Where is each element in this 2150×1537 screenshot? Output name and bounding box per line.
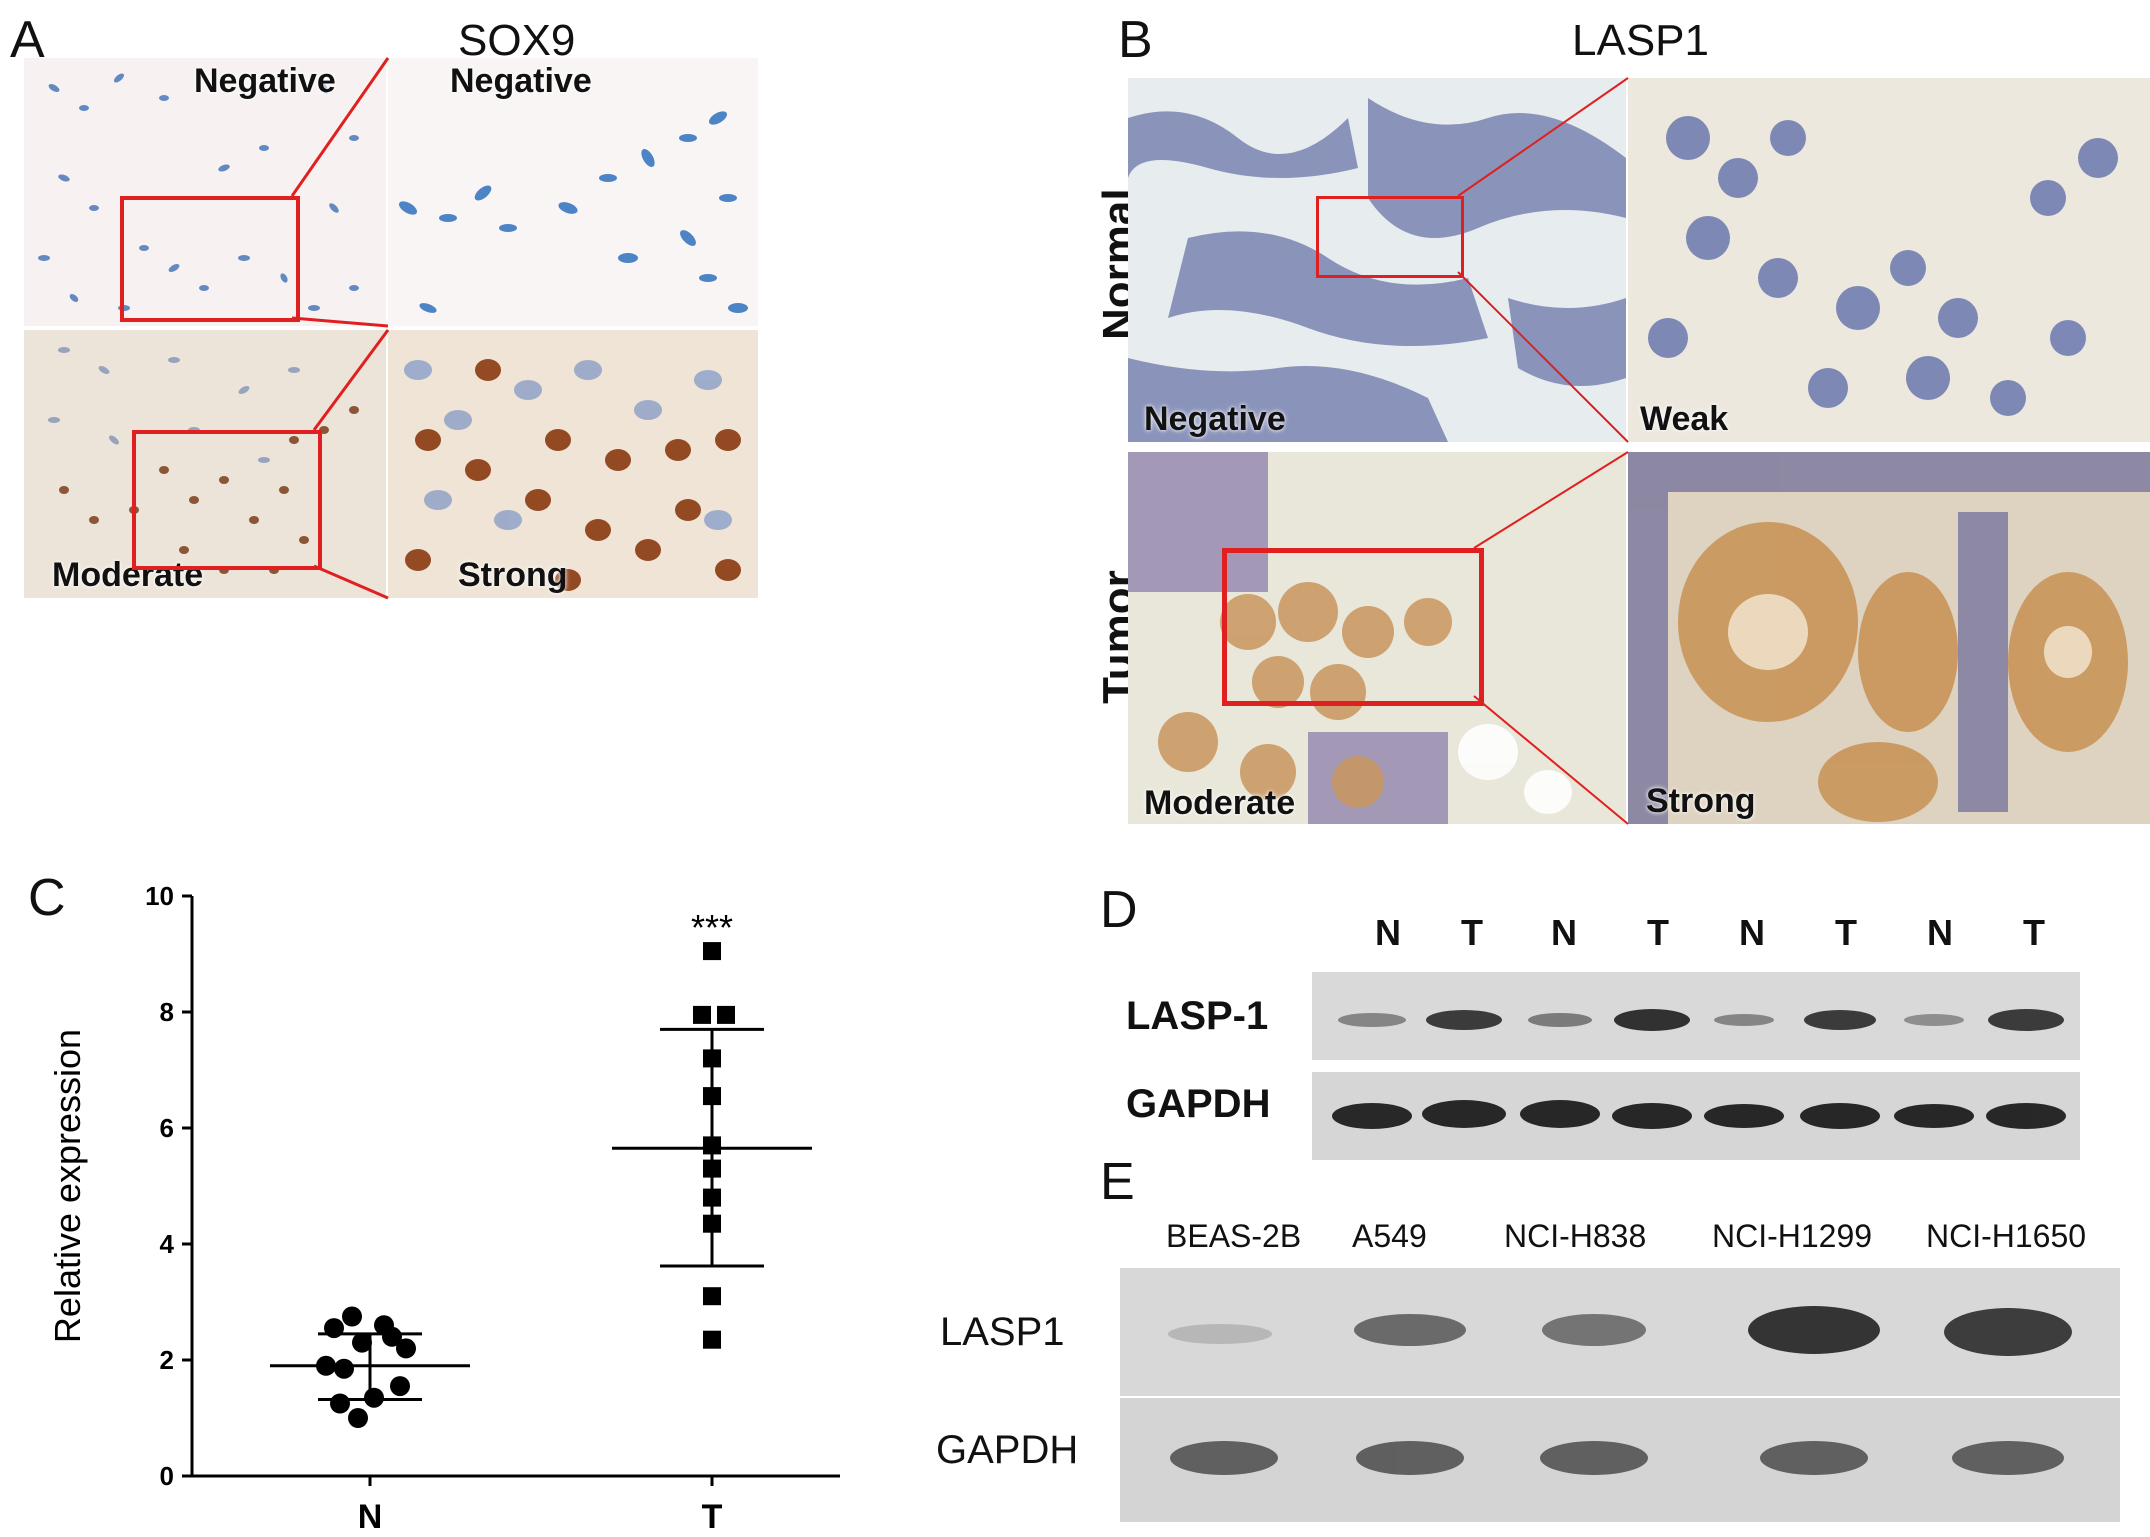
blot-e-cell-line-a549: A549 [1352,1218,1427,1254]
lasp1-label-weak: Weak [1640,400,1729,438]
sox9-label-moderate: Moderate [52,556,204,594]
blot-d-lane-3: N [1551,912,1577,953]
sox9-zoom-connectors [290,57,390,600]
lasp1-label-moderate: Moderate [1144,784,1296,822]
blot-d-lane-8: T [2023,912,2045,953]
blot-d-row-label-gapdh: GAPDH [1126,1082,1271,1126]
blot-d-lane-4: T [1647,912,1669,953]
panel-c-letter: C [28,869,66,927]
blot-d-gapdh-strip [1312,1072,2080,1160]
blot-d-lane-7: N [1927,912,1953,953]
blot-e-row-label-lasp1: LASP1 [940,1310,1065,1354]
data-point-t [703,1287,721,1306]
panel-d-letter: D [1100,881,1138,939]
blot-d-lane-6: T [1835,912,1857,953]
data-point-n [390,1376,410,1397]
sox9-negative-lowmag-image: Negative [24,58,386,326]
blot-d-lane-2: T [1461,912,1483,953]
data-point-n [382,1326,402,1347]
x-tick-label: N [358,1498,383,1536]
y-axis-label: Relative expression [47,1029,88,1343]
data-point-n [348,1408,368,1428]
sox9-zoom-box-top [120,196,300,322]
lasp1-label-negative: Negative [1144,400,1286,438]
sox9-strong-highmag-image: Strong [388,330,758,598]
y-tick-label: 8 [160,997,174,1027]
data-point-n [334,1358,354,1379]
y-tick-label: 4 [160,1229,175,1259]
y-tick-label: 10 [145,881,174,911]
blot-e-cell-line-nci-h1650: NCI-H1650 [1926,1218,2087,1254]
blot-d-lane-1: N [1375,912,1401,953]
lasp1-normal-highmag-image: Weak [1628,78,2150,442]
significance-stars: *** [691,907,733,948]
sox9-label-negative-2: Negative [450,62,592,100]
data-point-t [703,1330,721,1349]
y-tick-label: 2 [160,1345,174,1375]
data-point-n [396,1338,416,1359]
data-point-n [352,1332,372,1353]
blot-e-cell-line-nci-h838: NCI-H838 [1504,1218,1647,1254]
blot-d-row-label-lasp-1: LASP-1 [1126,994,1269,1038]
data-point-n [364,1387,384,1408]
sox9-zoom-box-bottom [132,430,322,570]
data-point-t [693,1005,711,1024]
y-tick-label: 0 [160,1461,174,1491]
sox9-label-negative-1: Negative [194,62,336,100]
data-point-n [342,1306,362,1327]
blot-e-lasp1-strip [1120,1268,2120,1396]
blot-e-gapdh-strip [1120,1398,2120,1522]
blot-e-cell-line-nci-h1299: NCI-H1299 [1712,1218,1873,1254]
sox9-negative-highmag-image: Negative [388,58,758,326]
data-point-n [330,1393,350,1414]
lasp1-zoom-connectors [1457,77,1629,825]
lasp1-zoom-box-bottom [1222,548,1484,706]
sox9-moderate-lowmag-image: Moderate [24,330,386,598]
lasp1-tumor-highmag-image: Strong [1628,452,2150,824]
x-tick-label: T [702,1498,723,1536]
panel-e-letter: E [1100,1153,1135,1211]
panel-b-letter: B [1118,11,1153,69]
relative-expression-scatter-chart: 0 2 4 6 8 10 N T Relative expression *** [47,881,840,1536]
lasp1-label-strong: Strong [1646,782,1756,820]
blot-e-row-label-gapdh: GAPDH [936,1428,1079,1472]
data-point-t [703,942,721,961]
y-tick-label: 6 [160,1113,174,1143]
blot-d-lasp-1-strip [1312,972,2080,1060]
panel-b-title: LASP1 [1572,16,1709,65]
sox9-label-strong: Strong [458,556,568,594]
panel-a-title: SOX9 [458,16,576,65]
lasp1-normal-lowmag-image: Negative [1128,78,1626,442]
lasp1-zoom-box-top [1316,196,1464,278]
blot-e-cell-line-beas-2b: BEAS-2B [1166,1218,1302,1254]
data-point-t [717,1005,735,1024]
lasp1-tumor-lowmag-image: Moderate [1128,452,1626,824]
blot-d-lane-5: N [1739,912,1765,953]
